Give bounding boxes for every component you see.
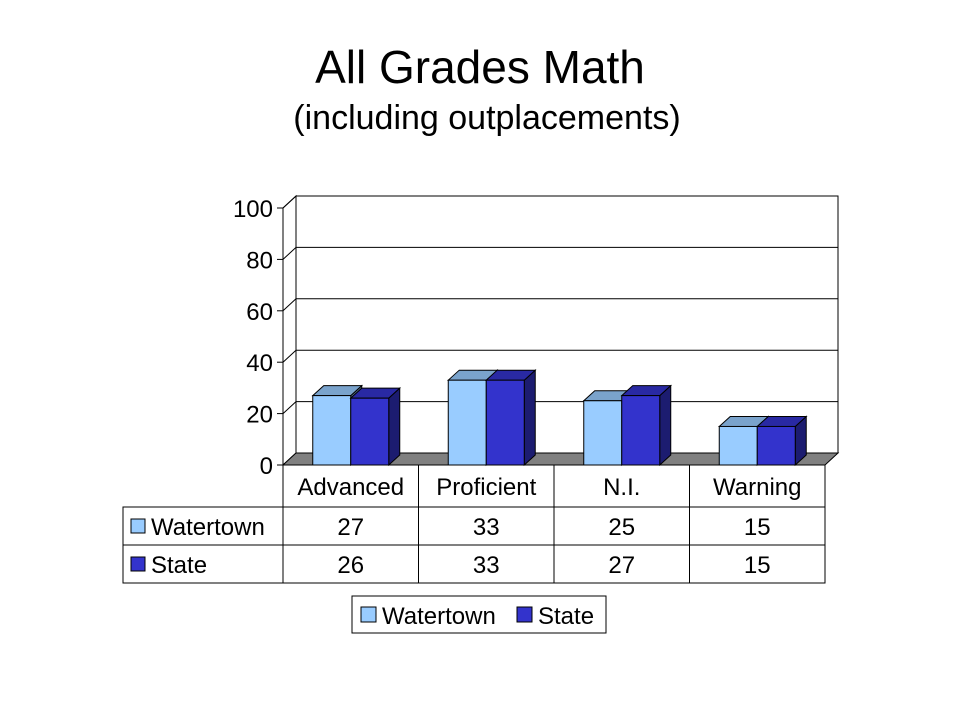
table-cell: 33	[473, 552, 500, 579]
category-label: N.I.	[603, 474, 640, 501]
bar-state-warning	[755, 415, 808, 467]
side-wall	[282, 194, 297, 467]
bar-side	[388, 387, 401, 467]
y-tick-label: 100	[233, 196, 273, 223]
bar-side	[659, 384, 672, 467]
chart-subtitle: (including outplacements)	[293, 99, 681, 137]
bar-front	[756, 425, 796, 466]
gridline	[282, 349, 838, 363]
bar-front	[485, 379, 525, 466]
bar-front	[718, 425, 758, 466]
bar-front	[350, 397, 390, 466]
table-legend-key	[130, 556, 146, 572]
bar-side	[523, 369, 536, 467]
legend: Watertown State	[351, 595, 607, 634]
table-cell: 27	[337, 514, 364, 541]
table-cell: 27	[608, 552, 635, 579]
table-legend-key	[130, 518, 146, 534]
legend-key-state	[516, 606, 533, 623]
y-tick-label: 20	[246, 402, 273, 429]
bar-state-advanced	[349, 387, 402, 467]
legend-label-state: State	[538, 603, 594, 630]
table-row-label: Watertown	[151, 514, 265, 541]
legend-key-watertown	[360, 606, 377, 623]
table-cell: 26	[337, 552, 364, 579]
bar-state-proficient	[484, 369, 537, 467]
table-cell: 15	[744, 514, 771, 541]
category-label: Advanced	[297, 474, 404, 501]
data-table: Advanced Proficient N.I. Warning Watertown 27…	[122, 464, 826, 584]
bar-front	[447, 379, 487, 466]
table-row-label: State	[151, 552, 207, 579]
gridline	[282, 195, 838, 209]
table-cell: 25	[608, 514, 635, 541]
bar-front	[583, 400, 623, 466]
chart-title: All Grades Math	[315, 41, 645, 93]
legend-box	[351, 595, 607, 634]
y-tick-label: 0	[260, 453, 273, 480]
bars	[311, 369, 808, 467]
category-label: Warning	[713, 474, 801, 501]
table-cell: 15	[744, 552, 771, 579]
gridline	[282, 246, 838, 260]
category-label: Proficient	[436, 474, 536, 501]
y-tick-label: 80	[246, 247, 273, 274]
bar-state-ni	[620, 384, 673, 467]
y-tick-label: 60	[246, 299, 273, 326]
bar-front	[621, 395, 661, 466]
y-tick-label: 40	[246, 350, 273, 377]
bar-front	[312, 395, 352, 466]
legend-label-watertown: Watertown	[382, 603, 496, 630]
gridline	[282, 298, 838, 312]
y-axis-ticks: 0 20 40 60 80 100	[233, 196, 284, 480]
table-cell: 33	[473, 514, 500, 541]
